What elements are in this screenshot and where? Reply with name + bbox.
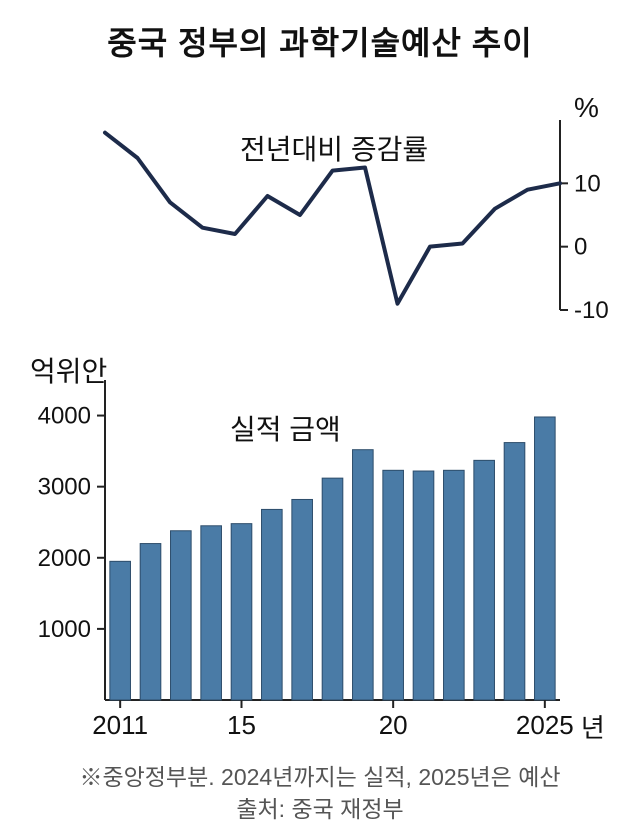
budget-bar bbox=[504, 443, 525, 700]
bar-chart-series-label: 실적 금액 bbox=[230, 408, 341, 448]
line-chart-series-label: 전년대비 증감률 bbox=[240, 128, 428, 168]
budget-bar bbox=[444, 470, 465, 700]
x-tick-label: 2025 bbox=[516, 710, 574, 740]
budget-bar bbox=[140, 544, 161, 700]
budget-bar bbox=[262, 509, 283, 700]
x-tick-label: 15 bbox=[227, 710, 256, 740]
budget-bar bbox=[535, 417, 556, 700]
bar-ytick: 4000 bbox=[38, 403, 91, 430]
x-tick-label: 2011 bbox=[92, 710, 148, 740]
budget-bar bbox=[292, 499, 313, 700]
budget-bar bbox=[201, 526, 222, 700]
budget-bar bbox=[110, 561, 131, 700]
x-tick-label: 20 bbox=[379, 710, 408, 740]
line-ytick: 0 bbox=[574, 234, 587, 261]
line-chart-unit: % bbox=[574, 92, 599, 124]
budget-bar bbox=[231, 524, 252, 700]
footnote-2: 출처: 중국 재정부 bbox=[0, 790, 640, 824]
bar-chart-unit: 억위안 bbox=[30, 350, 107, 390]
budget-bar bbox=[474, 460, 495, 700]
bar-ytick: 3000 bbox=[38, 474, 91, 501]
budget-bar bbox=[413, 471, 434, 700]
bar-ytick: 1000 bbox=[38, 616, 91, 643]
line-ytick: -10 bbox=[574, 297, 609, 324]
budget-bar bbox=[353, 450, 374, 700]
line-ytick: 10 bbox=[574, 170, 601, 197]
bar-ytick: 2000 bbox=[38, 545, 91, 572]
footnote-1: ※중앙정부분. 2024년까지는 실적, 2025년은 예산 bbox=[0, 758, 640, 792]
x-axis-suffix: 년 bbox=[581, 708, 605, 745]
budget-bar bbox=[171, 531, 192, 700]
budget-bar bbox=[322, 478, 343, 700]
budget-bar bbox=[383, 470, 404, 700]
